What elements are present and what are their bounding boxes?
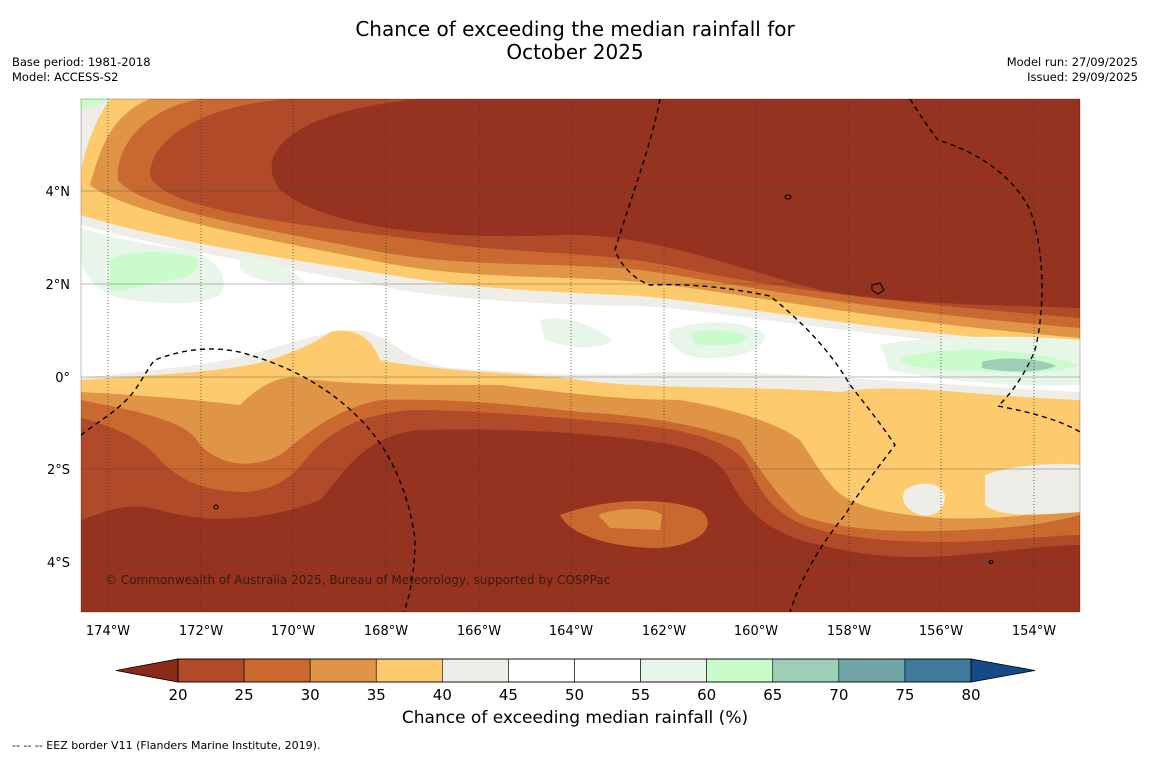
colorbar-segment xyxy=(442,658,509,683)
patch-55-60-west-2 xyxy=(240,257,305,284)
eez-border-kiribati-line-islands xyxy=(614,99,896,612)
lon-label-160w: 160°W xyxy=(734,624,778,639)
lat-label-4n: 4°N xyxy=(46,185,71,200)
lon-label-162w: 162°W xyxy=(642,624,686,639)
colorbar-segment xyxy=(574,658,641,683)
lon-label-158w: 158°W xyxy=(827,624,871,639)
colorbar: 20 25 30 35 40 45 50 55 60 65 70 75 80 xyxy=(115,658,1036,704)
colorbar-segment xyxy=(375,658,443,683)
colorbar-label: Chance of exceeding median rainfall (%) xyxy=(401,708,749,728)
patch-orange-inner-south xyxy=(598,508,662,530)
issued-text: Issued: 29/09/2025 xyxy=(1027,70,1138,84)
patch-40-45-south-center xyxy=(903,483,945,516)
colorbar-segment xyxy=(177,658,245,683)
colorbar-over-arrow xyxy=(970,658,1036,683)
colorbar-tick-label: 25 xyxy=(235,686,254,704)
copyright-text: © Commonwealth of Australia 2025, Bureau… xyxy=(105,573,610,587)
island-1 xyxy=(784,194,792,200)
colorbar-segments xyxy=(177,658,972,683)
meta-left: Base period: 1981-2018 Model: ACCESS-S2 xyxy=(12,55,151,85)
eez-footnote: -- -- -- EEZ border V11 (Flanders Marine… xyxy=(12,739,321,752)
model-run-text: Model run: 27/09/2025 xyxy=(1006,55,1138,69)
lat-label-4s: 4°S xyxy=(47,556,70,571)
meta-right: Model run: 27/09/2025 Issued: 29/09/2025 xyxy=(1007,55,1138,85)
lon-label-164w: 164°W xyxy=(549,624,593,639)
map-plot-area: © Commonwealth of Australia 2025, Bureau… xyxy=(81,99,1080,612)
patch-55-60-center xyxy=(540,318,612,348)
colorbar-segment xyxy=(640,658,707,683)
lon-label-154w: 154°W xyxy=(1012,624,1056,639)
lon-label-166w: 166°W xyxy=(457,624,501,639)
lat-label-2n: 2°N xyxy=(46,278,71,293)
colorbar-tick-label: 80 xyxy=(961,686,980,704)
colorbar-tick-label: 35 xyxy=(367,686,386,704)
map-title-line-1: Chance of exceeding the median rainfall … xyxy=(355,17,795,41)
patch-40-45-south-east xyxy=(985,463,1080,515)
colorbar-under-arrow xyxy=(115,658,179,683)
colorbar-segment xyxy=(243,658,311,683)
colorbar-segment xyxy=(706,658,774,683)
colorbar-tick-label: 55 xyxy=(631,686,650,704)
island-2 xyxy=(213,504,219,510)
lon-label-172w: 172°W xyxy=(179,624,223,639)
colorbar-tick-label: 70 xyxy=(829,686,848,704)
islands xyxy=(213,194,994,564)
eez-border-east xyxy=(909,99,1080,433)
colorbar-tick-label: 45 xyxy=(499,686,518,704)
colorbar-tick-label: 50 xyxy=(565,686,584,704)
colorbar-tick-labels: 20 25 30 35 40 45 50 55 60 65 70 75 80 xyxy=(168,686,980,704)
colorbar-frame xyxy=(177,658,972,683)
lon-label-174w: 174°W xyxy=(86,624,130,639)
colorbar-tick-label: 75 xyxy=(895,686,914,704)
island-kiritimati xyxy=(871,282,885,295)
colorbar-segment xyxy=(904,658,972,683)
map-title: Chance of exceeding the median rainfall … xyxy=(0,18,1150,64)
colorbar-segment xyxy=(309,658,377,683)
colorbar-tick-label: 20 xyxy=(168,686,187,704)
eez-borders xyxy=(81,99,1080,612)
base-period-text: Base period: 1981-2018 xyxy=(12,55,151,69)
map-frame xyxy=(80,98,1081,613)
lon-label-156w: 156°W xyxy=(919,624,963,639)
lat-label-0: 0° xyxy=(55,371,70,386)
lat-tick-labels: 4°N 2°N 0° 2°S 4°S xyxy=(46,185,71,571)
map-title-line-2: October 2025 xyxy=(506,40,644,64)
lon-tick-labels: 174°W 172°W 170°W 168°W 166°W 164°W 162°… xyxy=(86,624,1056,639)
colorbar-segment xyxy=(508,658,575,683)
island-3 xyxy=(988,560,994,564)
colorbar-tick-label: 40 xyxy=(433,686,452,704)
patch-65-70-east xyxy=(982,358,1056,372)
patch-60-65-center-east xyxy=(690,330,748,346)
colorbar-segment xyxy=(838,658,906,683)
colorbar-tick-label: 65 xyxy=(763,686,782,704)
patch-60-65-west xyxy=(110,252,199,291)
colorbar-tick-label: 60 xyxy=(697,686,716,704)
lat-label-2s: 2°S xyxy=(47,463,70,478)
lon-label-170w: 170°W xyxy=(271,624,315,639)
lon-label-168w: 168°W xyxy=(364,624,408,639)
patch-60-65-northwest-corner xyxy=(81,99,112,110)
grid-lines xyxy=(81,190,1080,563)
colorbar-segment xyxy=(772,658,840,683)
colorbar-tick-label: 30 xyxy=(301,686,320,704)
model-text: Model: ACCESS-S2 xyxy=(12,70,119,84)
